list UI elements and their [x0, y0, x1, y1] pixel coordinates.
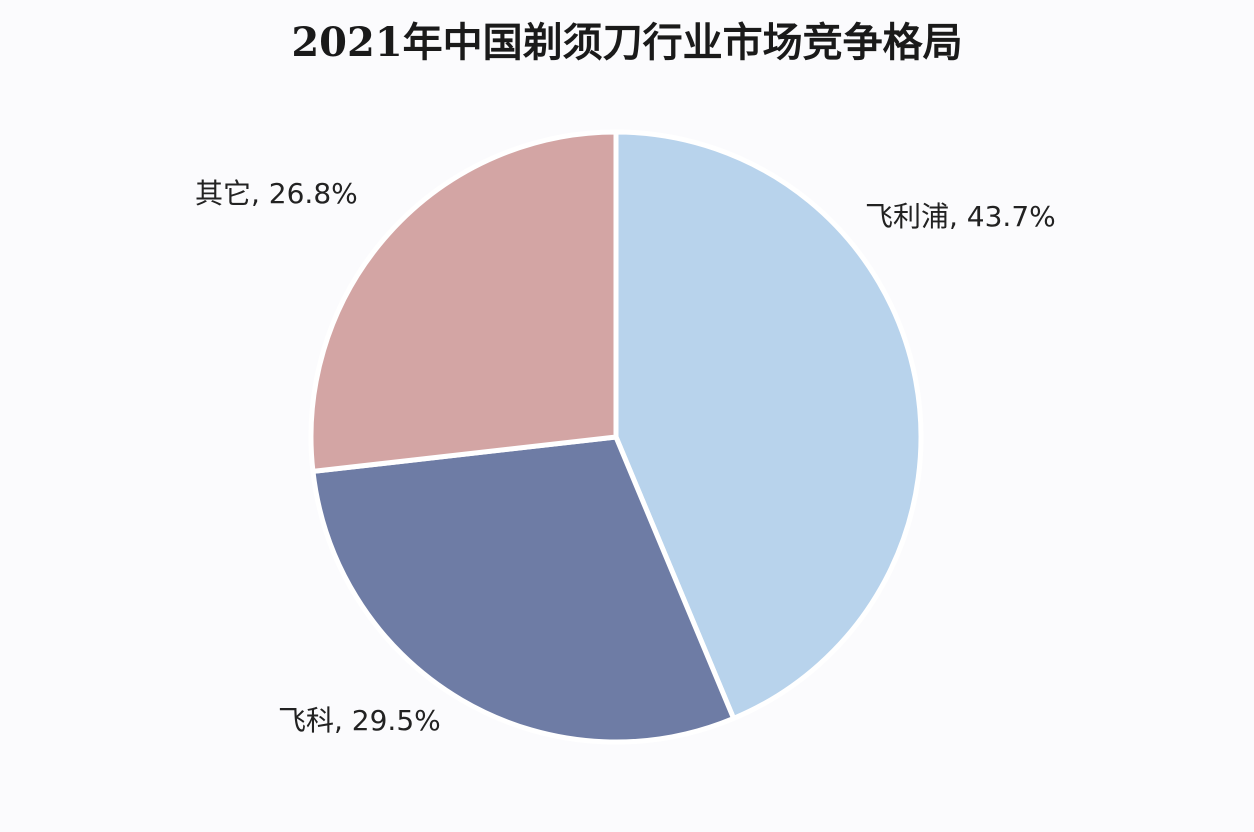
pie-slice	[613, 129, 924, 721]
data-label: 飞科, 29.5%	[278, 704, 441, 737]
pie-slice	[308, 129, 619, 474]
chart-title: 2021年中国剃须刀行业市场竞争格局	[291, 19, 962, 66]
data-label: 其它, 26.8%	[195, 177, 358, 210]
data-label: 飞利浦, 43.7%	[865, 200, 1056, 233]
pie-slice	[310, 434, 737, 745]
